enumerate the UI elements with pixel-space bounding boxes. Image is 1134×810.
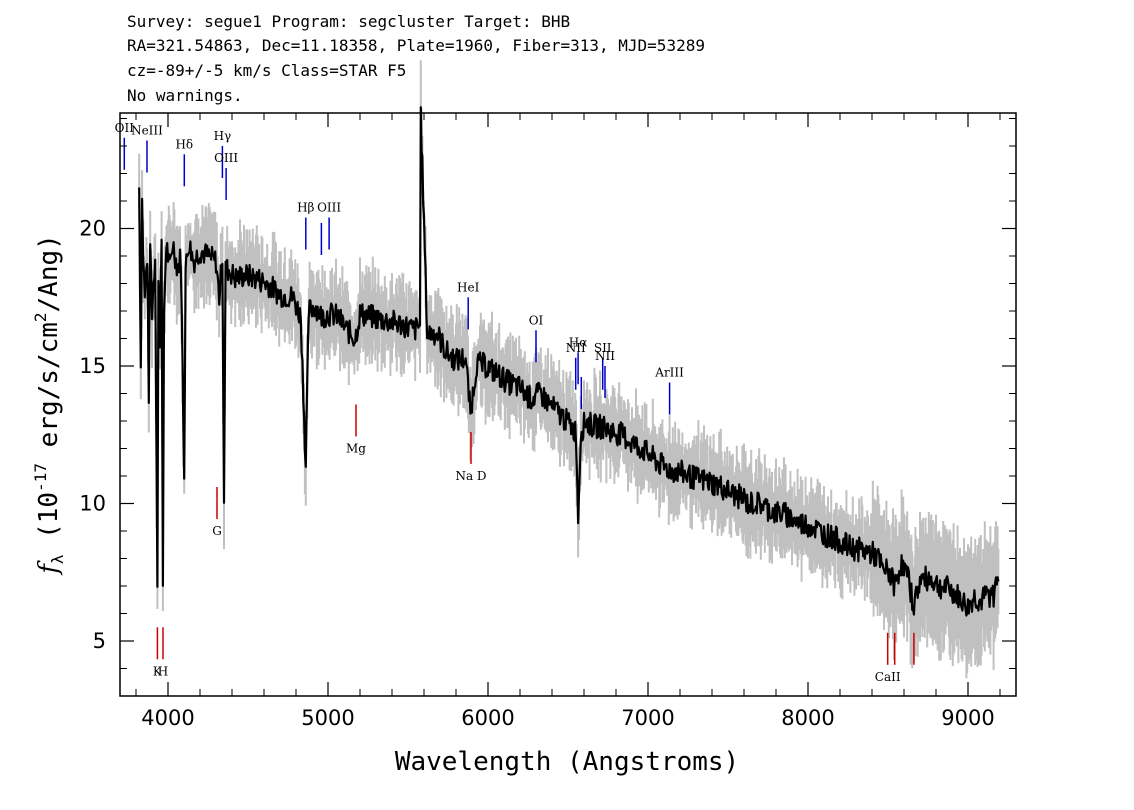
line-label-nii: NII — [595, 349, 615, 363]
header-line-4: No warnings. — [127, 86, 243, 105]
line-label-na-d: Na D — [455, 469, 486, 483]
line-label-caii: CaII — [875, 670, 901, 684]
line-label-oiii: OIII — [317, 201, 341, 215]
line-label-h-: Hγ — [214, 129, 232, 143]
line-label-h-: Hδ — [175, 137, 193, 151]
line-label-oi: OI — [529, 313, 544, 327]
line-label-neiii: NeIII — [131, 124, 163, 138]
flux-series-line — [138, 106, 1000, 617]
x-tick-label: 4000 — [141, 706, 194, 730]
plot-frame — [119, 112, 1017, 697]
x-tick-label: 8000 — [781, 706, 834, 730]
y-tick-label: 10 — [79, 492, 106, 516]
error-band-layer — [138, 60, 1000, 679]
axis-ticks: 4000 5000 6000 7000 8000 9000 5 10 15 20 — [79, 113, 1016, 730]
line-label-ariii: ArIII — [654, 366, 684, 380]
line-label-g: G — [212, 524, 222, 538]
line-label-oiii: OIII — [214, 151, 238, 165]
x-tick-label: 6000 — [461, 706, 514, 730]
x-tick-label: 5000 — [301, 706, 354, 730]
line-label-hei: HeI — [457, 280, 480, 294]
line-label-k: K — [153, 664, 163, 678]
line-label-h: H — [158, 664, 168, 678]
line-label-h-: Hβ — [297, 201, 314, 215]
flux-layer — [138, 106, 1000, 617]
y-tick-label: 5 — [93, 629, 106, 653]
line-label-sii: SII — [594, 341, 612, 355]
line-label-mg: Mg — [346, 442, 366, 456]
header-line-1: Survey: segue1 Program: segcluster Targe… — [127, 12, 571, 31]
y-tick-label: 15 — [79, 354, 106, 378]
error-band — [138, 60, 1000, 679]
x-tick-label: 7000 — [621, 706, 674, 730]
y-axis-label: fλ (10-17 erg/s/cm2/Ang) — [31, 234, 67, 576]
x-axis-label: Wavelength (Angstroms) — [395, 747, 739, 777]
x-tick-label: 9000 — [941, 706, 994, 730]
header-line-2: RA=321.54863, Dec=11.18358, Plate=1960, … — [127, 36, 705, 55]
y-tick-label: 20 — [79, 217, 106, 241]
line-label-nii: NII — [566, 341, 586, 355]
header-line-3: cz=-89+/-5 km/s Class=STAR F5 — [127, 61, 407, 80]
line-label-h-: Hα — [569, 335, 588, 349]
